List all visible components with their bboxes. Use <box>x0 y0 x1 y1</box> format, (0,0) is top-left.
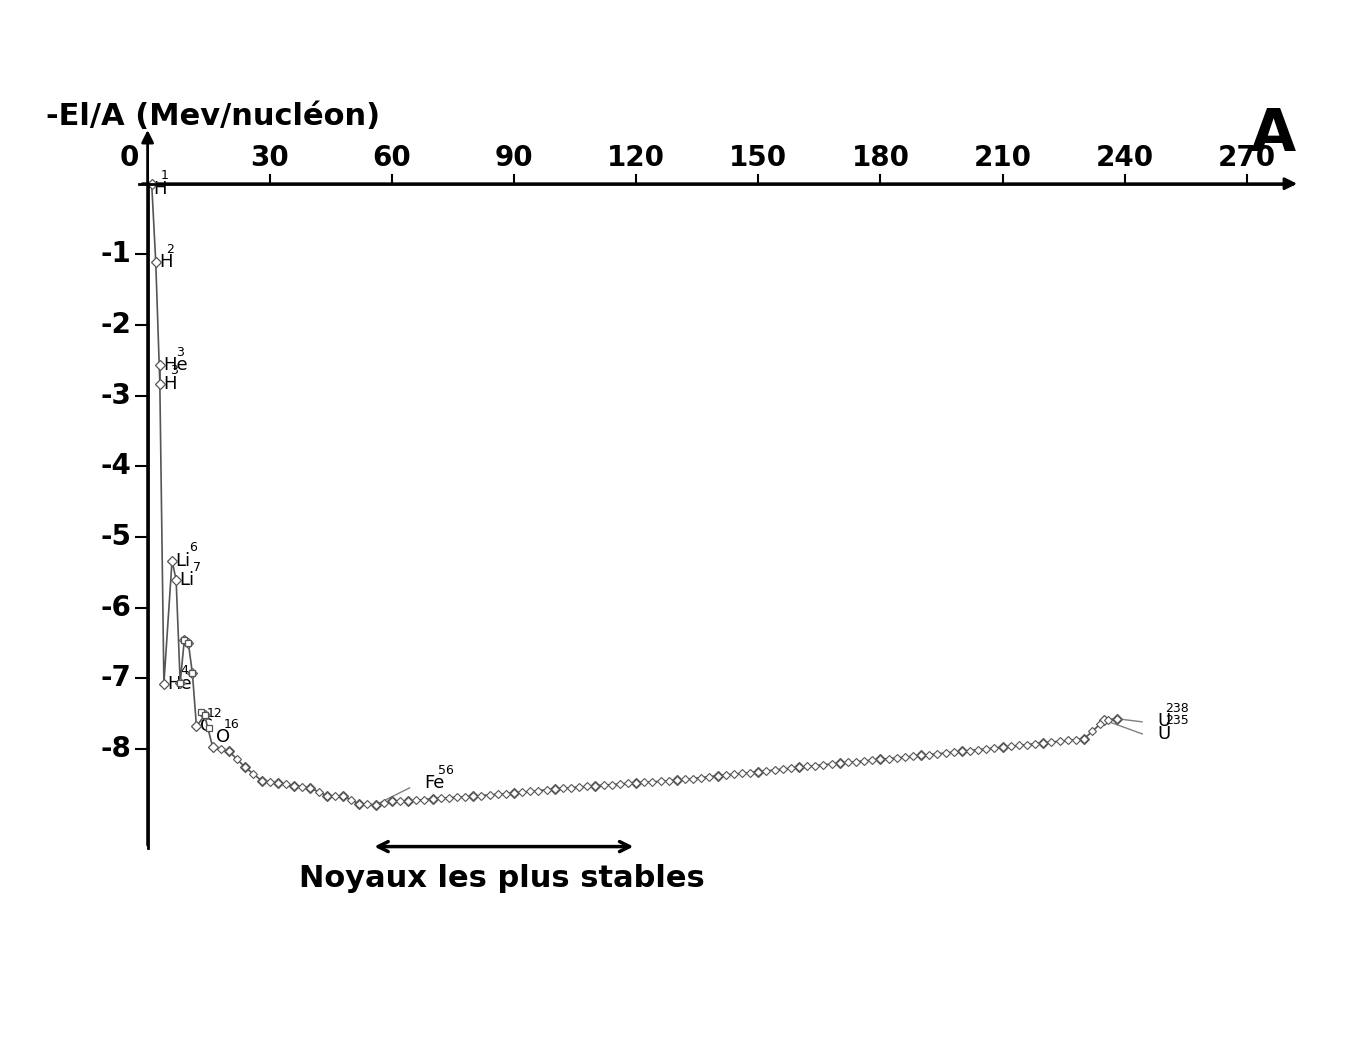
Text: 7: 7 <box>192 561 200 573</box>
Text: 3: 3 <box>176 347 184 359</box>
Text: U: U <box>1158 712 1171 729</box>
Text: H: H <box>158 253 172 271</box>
Text: 30: 30 <box>250 144 290 172</box>
Text: He: He <box>167 674 192 692</box>
Text: 56: 56 <box>437 764 454 777</box>
Text: 60: 60 <box>372 144 412 172</box>
Text: Li: Li <box>175 551 191 569</box>
Text: 2: 2 <box>167 243 175 257</box>
Text: 210: 210 <box>974 144 1032 172</box>
Text: 270: 270 <box>1217 144 1275 172</box>
Text: 180: 180 <box>852 144 910 172</box>
Text: 235: 235 <box>1164 714 1189 727</box>
Text: 238: 238 <box>1164 702 1189 714</box>
Text: 3: 3 <box>171 365 179 377</box>
Text: H: H <box>154 180 168 197</box>
Text: 4: 4 <box>180 665 188 677</box>
Text: He: He <box>162 356 188 374</box>
Text: C: C <box>200 718 213 736</box>
Text: 240: 240 <box>1095 144 1154 172</box>
Text: Li: Li <box>179 571 195 589</box>
Text: -2: -2 <box>100 311 131 339</box>
Text: -6: -6 <box>100 594 131 622</box>
Text: 6: 6 <box>188 542 196 554</box>
Text: 0: 0 <box>121 144 139 172</box>
Text: 1: 1 <box>161 170 169 182</box>
Text: -3: -3 <box>100 382 131 410</box>
Text: Fe: Fe <box>424 774 445 792</box>
Text: U: U <box>1158 725 1171 742</box>
Text: -1: -1 <box>100 241 131 268</box>
Text: 16: 16 <box>223 718 240 730</box>
Text: H: H <box>162 374 176 392</box>
Text: O: O <box>217 728 230 746</box>
Text: -El/A (Mev/nucléon): -El/A (Mev/nucléon) <box>46 102 380 130</box>
Text: Noyaux les plus stables: Noyaux les plus stables <box>299 864 704 893</box>
Text: -5: -5 <box>100 523 131 551</box>
Text: 120: 120 <box>607 144 665 172</box>
Text: -4: -4 <box>100 453 131 480</box>
Text: 90: 90 <box>494 144 533 172</box>
Text: 150: 150 <box>730 144 788 172</box>
Text: -8: -8 <box>100 735 131 763</box>
Text: 12: 12 <box>207 707 223 720</box>
Text: A: A <box>1251 106 1296 162</box>
Text: -7: -7 <box>100 665 131 692</box>
